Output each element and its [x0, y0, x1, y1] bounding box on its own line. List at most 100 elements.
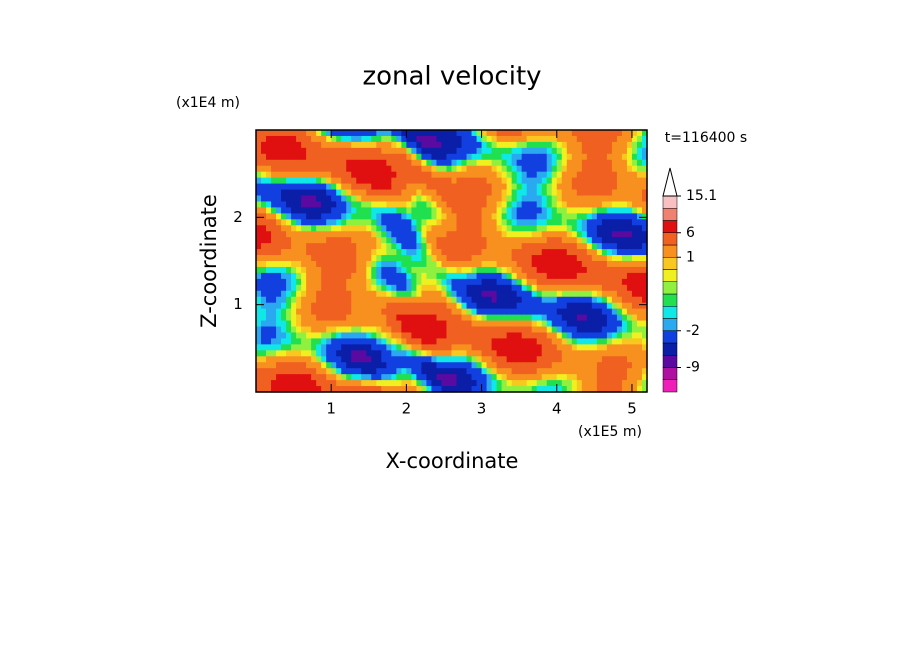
field-cell	[361, 284, 367, 292]
field-cell	[426, 201, 433, 209]
field-cell	[501, 159, 508, 167]
field-cell	[296, 225, 302, 232]
field-cell	[506, 177, 513, 185]
field-cell	[591, 362, 598, 369]
field-cell	[601, 386, 608, 393]
field-cell	[611, 249, 618, 256]
field-cell	[466, 207, 473, 214]
field-cell	[616, 290, 623, 298]
field-cell	[446, 147, 453, 155]
field-cell	[591, 338, 598, 345]
field-cell	[351, 266, 357, 274]
field-cell	[416, 320, 423, 328]
field-cell	[516, 219, 523, 226]
field-cell	[496, 237, 503, 244]
field-cell	[381, 290, 387, 298]
field-cell	[541, 290, 548, 298]
field-cell	[551, 261, 558, 268]
field-cell	[441, 368, 448, 375]
field-cell	[441, 189, 448, 197]
field-cell	[276, 362, 282, 369]
field-cell	[466, 183, 473, 191]
field-cell	[631, 189, 638, 197]
field-cell	[446, 141, 453, 149]
field-cell	[466, 278, 473, 286]
field-cell	[471, 326, 478, 334]
field-cell	[571, 296, 578, 304]
field-cell	[561, 243, 568, 250]
field-cell	[451, 219, 458, 226]
field-cell	[266, 171, 272, 179]
field-cell	[566, 177, 573, 185]
field-cell	[556, 338, 563, 345]
field-cell	[491, 284, 498, 292]
field-cell	[521, 326, 528, 334]
field-cell	[461, 380, 468, 387]
field-cell	[381, 249, 387, 256]
field-cell	[401, 314, 407, 322]
field-cell	[316, 171, 322, 179]
field-cell	[586, 332, 593, 340]
field-cell	[351, 225, 357, 232]
field-cell	[261, 362, 267, 369]
field-cell	[261, 195, 267, 203]
field-cell	[316, 302, 322, 310]
field-cell	[386, 177, 392, 185]
field-cell	[581, 356, 588, 363]
field-cell	[376, 189, 382, 197]
field-cell	[496, 213, 503, 220]
field-cell	[621, 350, 628, 357]
field-cell	[456, 219, 463, 226]
field-cell	[416, 338, 423, 345]
field-cell	[501, 344, 508, 351]
colorbar-segment	[662, 330, 678, 344]
field-cell	[456, 130, 463, 137]
chart-title: zonal velocity	[362, 62, 541, 92]
field-cell	[416, 368, 423, 375]
field-cell	[456, 207, 463, 214]
field-cell	[266, 177, 272, 185]
field-cell	[266, 147, 272, 155]
field-cell	[576, 261, 583, 268]
field-cell	[571, 284, 578, 292]
field-cell	[271, 261, 277, 268]
field-cell	[366, 380, 372, 387]
field-cell	[586, 338, 593, 345]
field-cell	[281, 159, 287, 167]
field-cell	[386, 302, 392, 310]
field-cell	[331, 159, 337, 167]
field-cell	[261, 266, 267, 274]
field-cell	[271, 344, 277, 351]
field-cell	[456, 290, 463, 298]
field-cell	[286, 219, 292, 226]
field-cell	[476, 314, 483, 322]
field-cell	[491, 189, 498, 197]
field-cell	[281, 356, 287, 363]
field-cell	[361, 272, 367, 280]
field-cell	[586, 272, 593, 280]
field-cell	[526, 130, 533, 137]
field-cell	[266, 350, 272, 357]
field-cell	[516, 255, 523, 262]
field-cell	[606, 249, 613, 256]
field-cell	[626, 332, 633, 340]
field-cell	[611, 195, 618, 203]
field-cell	[291, 308, 297, 316]
field-cell	[521, 159, 528, 167]
field-cell	[311, 255, 317, 262]
field-cell	[331, 356, 337, 363]
field-cell	[406, 213, 412, 220]
field-cell	[441, 386, 448, 393]
field-cell	[451, 189, 458, 197]
field-cell	[581, 302, 588, 310]
field-cell	[426, 207, 433, 214]
field-cell	[516, 326, 523, 334]
field-cell	[431, 272, 438, 280]
field-cell	[531, 326, 538, 334]
field-cell	[421, 272, 428, 280]
field-cell	[366, 165, 372, 173]
field-cell	[271, 130, 277, 137]
field-cell	[406, 207, 412, 214]
colorbar-tick-label: 6	[686, 225, 695, 241]
field-cell	[256, 171, 262, 179]
